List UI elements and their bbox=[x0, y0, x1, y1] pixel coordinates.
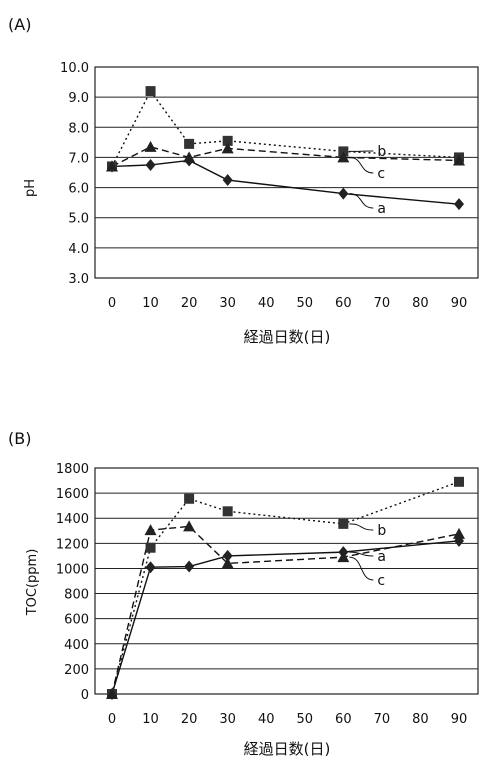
data-point-a bbox=[145, 158, 156, 171]
x-tick-label: 20 bbox=[181, 296, 198, 311]
data-point-c bbox=[453, 527, 465, 539]
x-tick-label: 80 bbox=[412, 296, 429, 311]
series-label-a: a bbox=[377, 201, 386, 217]
x-tick-label: 10 bbox=[142, 296, 159, 311]
series-leader-a bbox=[349, 193, 374, 209]
data-point-a bbox=[338, 187, 349, 200]
panel-b: (B) TOC(ppm) 経過日数(日) 0200400600800100012… bbox=[8, 429, 479, 758]
data-point-c bbox=[106, 160, 118, 172]
data-point-c bbox=[183, 151, 196, 163]
series-line-c bbox=[111, 146, 460, 168]
panel-label: (B) bbox=[8, 429, 31, 448]
series-line-b bbox=[111, 89, 460, 167]
data-point-c bbox=[337, 551, 350, 563]
plot-frame bbox=[94, 66, 479, 279]
x-tick-label: 0 bbox=[108, 296, 116, 311]
data-point-a bbox=[184, 560, 195, 573]
x-tick-label: 30 bbox=[219, 296, 236, 311]
data-point-c bbox=[144, 524, 157, 536]
y-tick-label: 5.0 bbox=[68, 212, 89, 227]
data-point-c bbox=[337, 151, 350, 163]
y-tick-label: 1400 bbox=[56, 512, 89, 527]
series-label-c: c bbox=[377, 166, 385, 182]
y-tick-label: 10.0 bbox=[60, 61, 89, 76]
data-point-a bbox=[454, 198, 464, 211]
x-tick-label: 90 bbox=[451, 296, 468, 311]
data-point-b bbox=[222, 506, 233, 517]
y-tick-label: 6.0 bbox=[68, 182, 89, 197]
y-tick-label: 1200 bbox=[56, 537, 89, 552]
x-tick-label: 50 bbox=[297, 296, 314, 311]
series-line-c bbox=[111, 525, 460, 695]
x-tick-label: 20 bbox=[181, 712, 198, 727]
x-tick-label: 90 bbox=[451, 712, 468, 727]
data-point-b bbox=[454, 476, 464, 487]
data-point-c bbox=[221, 557, 234, 569]
y-tick-label: 800 bbox=[64, 588, 89, 603]
y-tick-label: 200 bbox=[64, 663, 89, 678]
series-leader-c bbox=[349, 556, 374, 581]
x-axis-label: 経過日数(日) bbox=[244, 328, 331, 346]
data-point-b bbox=[145, 86, 156, 97]
series-leader-c bbox=[349, 156, 374, 174]
series-line-a bbox=[111, 540, 460, 695]
data-point-b bbox=[145, 542, 156, 553]
x-axis-label: 経過日数(日) bbox=[244, 740, 331, 758]
y-tick-label: 7.0 bbox=[68, 151, 89, 166]
y-tick-label: 1600 bbox=[56, 487, 89, 502]
series-label-b: b bbox=[377, 144, 386, 160]
x-tick-label: 60 bbox=[335, 296, 352, 311]
series-label-b: b bbox=[377, 523, 386, 539]
plot-frame bbox=[94, 467, 479, 695]
y-tick-label: 1800 bbox=[56, 462, 89, 477]
x-tick-label: 70 bbox=[374, 712, 391, 727]
data-point-b bbox=[338, 146, 349, 157]
y-tick-label: 3.0 bbox=[68, 272, 89, 287]
data-point-b bbox=[338, 518, 349, 529]
x-tick-label: 40 bbox=[258, 296, 275, 311]
y-tick-label: 8.0 bbox=[68, 121, 89, 136]
y-tick-label: 400 bbox=[64, 638, 89, 653]
series-line-a bbox=[111, 159, 460, 205]
panel-a: (A) pH 経過日数(日) 3.0 4.0 5.0 6.0 7.0 8.0 9.0 10.0… bbox=[8, 15, 479, 346]
data-point-b bbox=[184, 493, 195, 504]
y-tick-label: 600 bbox=[64, 613, 89, 628]
series-leader-b bbox=[349, 523, 374, 531]
data-point-c bbox=[144, 140, 157, 152]
x-tick-label: 80 bbox=[412, 712, 429, 727]
data-point-b bbox=[184, 138, 195, 149]
panel-label: (A) bbox=[8, 15, 31, 34]
data-point-c bbox=[183, 520, 196, 532]
series-label-a: a bbox=[377, 549, 386, 565]
y-axis-label: pH bbox=[23, 179, 38, 197]
data-point-a bbox=[222, 174, 233, 187]
x-tick-label: 60 bbox=[335, 712, 352, 727]
x-tick-label: 30 bbox=[219, 712, 236, 727]
y-axis-label: TOC(ppm) bbox=[25, 549, 40, 617]
y-tick-label: 4.0 bbox=[68, 242, 89, 257]
x-tick-label: 50 bbox=[297, 712, 314, 727]
series-label-c: c bbox=[377, 573, 385, 589]
x-tick-label: 0 bbox=[108, 712, 116, 727]
data-point-b bbox=[222, 135, 233, 146]
data-point-c bbox=[106, 688, 118, 699]
y-tick-label: 1000 bbox=[56, 562, 89, 577]
data-point-a bbox=[222, 549, 233, 562]
data-point-c bbox=[221, 142, 234, 154]
data-point-c bbox=[453, 154, 465, 166]
x-tick-label: 70 bbox=[374, 296, 391, 311]
series-line-b bbox=[111, 481, 460, 695]
series-leader-a bbox=[349, 551, 374, 557]
y-tick-label: 0 bbox=[81, 688, 89, 703]
x-tick-label: 40 bbox=[258, 712, 275, 727]
y-tick-label: 9.0 bbox=[68, 91, 89, 106]
data-point-a bbox=[145, 561, 156, 574]
x-tick-label: 10 bbox=[142, 712, 159, 727]
